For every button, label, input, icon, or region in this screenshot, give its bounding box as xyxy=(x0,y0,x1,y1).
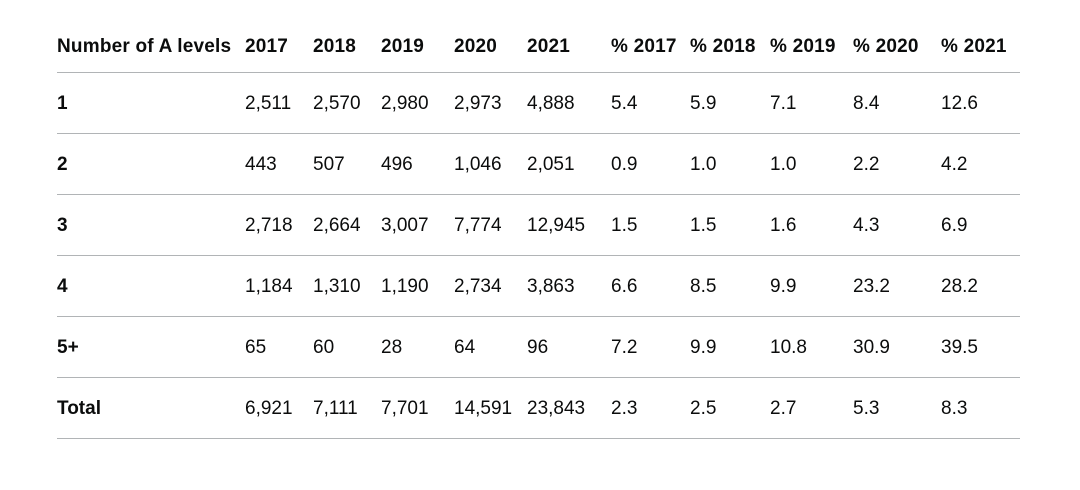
table-cell: 4.3 xyxy=(853,194,941,256)
table-cell: 1,184 xyxy=(245,255,313,317)
column-header: 2017 xyxy=(245,20,313,73)
row-label: 3 xyxy=(57,194,245,256)
column-header: % 2021 xyxy=(941,20,1020,73)
table-cell: 443 xyxy=(245,133,313,195)
table-cell: 28.2 xyxy=(941,255,1020,317)
table-cell: 4.2 xyxy=(941,133,1020,195)
table-cell: 6.9 xyxy=(941,194,1020,256)
table-cell: 2,980 xyxy=(381,72,454,134)
table-cell: 65 xyxy=(245,316,313,378)
row-label: 4 xyxy=(57,255,245,317)
table-cell: 2,570 xyxy=(313,72,381,134)
table-cell: 2,734 xyxy=(454,255,527,317)
table-cell: 30.9 xyxy=(853,316,941,378)
table-cell: 4,888 xyxy=(527,72,611,134)
table-cell: 23,843 xyxy=(527,377,611,439)
table-row: 5+ 65 60 28 64 96 7.2 9.9 10.8 30.9 39.5 xyxy=(57,316,1020,378)
table-cell: 1,046 xyxy=(454,133,527,195)
row-label: Total xyxy=(57,377,245,439)
table-cell: 7,774 xyxy=(454,194,527,256)
table-cell: 5.4 xyxy=(611,72,690,134)
row-label: 5+ xyxy=(57,316,245,378)
table-row: 4 1,184 1,310 1,190 2,734 3,863 6.6 8.5 9.9 23.2 2… xyxy=(57,255,1020,317)
table-cell: 496 xyxy=(381,133,454,195)
table-cell: 7,111 xyxy=(313,377,381,439)
table-cell: 3,007 xyxy=(381,194,454,256)
table-cell: 23.2 xyxy=(853,255,941,317)
column-header: % 2019 xyxy=(770,20,853,73)
table-cell: 1.5 xyxy=(690,194,770,256)
table-cell: 507 xyxy=(313,133,381,195)
table-cell: 2.2 xyxy=(853,133,941,195)
table-cell: 14,591 xyxy=(454,377,527,439)
table-cell: 12.6 xyxy=(941,72,1020,134)
table-cell: 2,051 xyxy=(527,133,611,195)
table-cell: 9.9 xyxy=(690,316,770,378)
table-cell: 1,310 xyxy=(313,255,381,317)
table-cell: 8.4 xyxy=(853,72,941,134)
column-header: 2021 xyxy=(527,20,611,73)
table-body: 1 2,511 2,570 2,980 2,973 4,888 5.4 5.9 7.1 8.4 12… xyxy=(57,72,1020,439)
table-cell: 1.0 xyxy=(770,133,853,195)
column-header: % 2017 xyxy=(611,20,690,73)
table-cell: 10.8 xyxy=(770,316,853,378)
row-label-column-header: Number of A levels xyxy=(57,20,245,73)
table-cell: 2,511 xyxy=(245,72,313,134)
a-levels-table: Number of A levels 2017 2018 2019 2020 2021% … xyxy=(57,20,1020,439)
table-cell: 2.5 xyxy=(690,377,770,439)
table-cell: 1.5 xyxy=(611,194,690,256)
table-cell: 6.6 xyxy=(611,255,690,317)
table-cell: 2,664 xyxy=(313,194,381,256)
table-cell: 7.1 xyxy=(770,72,853,134)
table-cell: 1.0 xyxy=(690,133,770,195)
table-cell: 12,945 xyxy=(527,194,611,256)
table-cell: 2.7 xyxy=(770,377,853,439)
table-cell: 39.5 xyxy=(941,316,1020,378)
column-header: 2019 xyxy=(381,20,454,73)
table-cell: 6,921 xyxy=(245,377,313,439)
table-row: Total 6,921 7,111 7,701 14,591 23,843 2.3 2.5 2.… xyxy=(57,377,1020,439)
row-label: 1 xyxy=(57,72,245,134)
table-header-row: Number of A levels 2017 2018 2019 2020 2021% … xyxy=(57,20,1020,73)
table-cell: 2.3 xyxy=(611,377,690,439)
column-header: 2020 xyxy=(454,20,527,73)
table-cell: 3,863 xyxy=(527,255,611,317)
table-cell: 1.6 xyxy=(770,194,853,256)
table-cell: 5.9 xyxy=(690,72,770,134)
table-cell: 9.9 xyxy=(770,255,853,317)
table-cell: 8.3 xyxy=(941,377,1020,439)
table-cell: 0.9 xyxy=(611,133,690,195)
table-cell: 28 xyxy=(381,316,454,378)
table-cell: 7.2 xyxy=(611,316,690,378)
column-header: 2018 xyxy=(313,20,381,73)
table-cell: 1,190 xyxy=(381,255,454,317)
table-cell: 60 xyxy=(313,316,381,378)
column-header: % 2020 xyxy=(853,20,941,73)
table-cell: 96 xyxy=(527,316,611,378)
table-cell: 8.5 xyxy=(690,255,770,317)
table-row: 3 2,718 2,664 3,007 7,774 12,945 1.5 1.5 1.6 4.3 6… xyxy=(57,194,1020,256)
table-row: 1 2,511 2,570 2,980 2,973 4,888 5.4 5.9 7.1 8.4 12… xyxy=(57,72,1020,134)
column-header: % 2018 xyxy=(690,20,770,73)
table-cell: 64 xyxy=(454,316,527,378)
table-cell: 7,701 xyxy=(381,377,454,439)
table-cell: 2,718 xyxy=(245,194,313,256)
table-header: Number of A levels 2017 2018 2019 2020 2021% … xyxy=(57,20,1020,73)
table-cell: 2,973 xyxy=(454,72,527,134)
table-row: 2 443 507 496 1,046 2,051 0.9 1.0 1.0 2.2 4.2 xyxy=(57,133,1020,195)
table-cell: 5.3 xyxy=(853,377,941,439)
row-label: 2 xyxy=(57,133,245,195)
